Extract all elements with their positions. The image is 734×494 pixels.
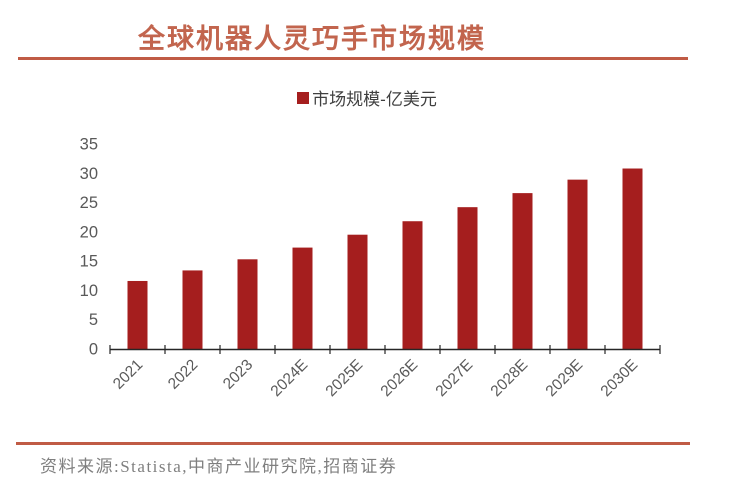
x-tick-label-group: 2022 xyxy=(165,356,201,392)
bars-group xyxy=(127,168,643,350)
x-tick-label: 2025E xyxy=(323,356,367,400)
x-axis xyxy=(109,345,661,354)
y-axis-labels: 0 5 10 15 20 25 30 35 xyxy=(80,136,98,359)
bar-2027E xyxy=(457,207,478,350)
x-tick-label-group: 2029E xyxy=(543,356,587,400)
y-tick-label: 35 xyxy=(80,136,98,154)
bar-2024E xyxy=(292,247,313,350)
y-tick-label: 5 xyxy=(89,311,98,329)
x-tick-label: 2024E xyxy=(268,356,312,400)
x-axis-labels: 2021 2022 2023 2024E 2025E 2026E 2027E 2028E 202… xyxy=(110,356,641,400)
bar-2025E xyxy=(347,234,368,350)
legend-label: 市场规模-亿美元 xyxy=(312,90,437,109)
x-tick-label-group: 2027E xyxy=(433,356,477,400)
x-tick-label-group: 2023 xyxy=(220,356,256,392)
x-tick-label-group: 2025E xyxy=(323,356,367,400)
x-tick-label-group: 2026E xyxy=(378,356,422,400)
bar-2023 xyxy=(237,259,258,350)
x-tick-label: 2027E xyxy=(433,356,477,400)
bar-chart: 0 5 10 15 20 25 30 35 2021 2022 2023 2024E 2025E 2026… xyxy=(20,120,720,422)
x-tick-label: 2026E xyxy=(378,356,422,400)
bar-2028E xyxy=(512,193,533,350)
x-tick-label: 2022 xyxy=(165,356,201,392)
bar-2029E xyxy=(567,179,588,350)
legend: 市场规模-亿美元 xyxy=(0,85,734,110)
source-note: 资料来源:Statista,中商产业研究院,招商证券 xyxy=(40,457,398,476)
y-tick-label: 0 xyxy=(89,341,98,359)
bar-2021 xyxy=(127,280,148,350)
source-divider xyxy=(16,442,690,445)
x-tick-label: 2030E xyxy=(598,356,642,400)
y-tick-label: 20 xyxy=(80,223,98,241)
legend-marker-icon xyxy=(297,91,310,104)
x-tick-label: 2028E xyxy=(488,356,532,400)
title-divider xyxy=(18,57,688,60)
y-tick-label: 10 xyxy=(80,282,98,300)
x-tick-label-group: 2021 xyxy=(110,356,146,392)
page-title: 全球机器人灵巧手市场规模 xyxy=(138,24,486,54)
bar-2030E xyxy=(622,168,643,350)
bar-2022 xyxy=(182,270,203,350)
x-tick-label-group: 2024E xyxy=(268,356,312,400)
x-tick-label-group: 2030E xyxy=(598,356,642,400)
y-tick-label: 30 xyxy=(80,165,98,183)
x-tick-label-group: 2028E xyxy=(488,356,532,400)
y-tick-label: 15 xyxy=(80,253,98,271)
bar-2026E xyxy=(402,221,423,350)
y-tick-label: 25 xyxy=(80,194,98,212)
x-tick-label: 2023 xyxy=(220,356,256,392)
x-tick-label: 2021 xyxy=(110,356,146,392)
x-tick-label: 2029E xyxy=(543,356,587,400)
